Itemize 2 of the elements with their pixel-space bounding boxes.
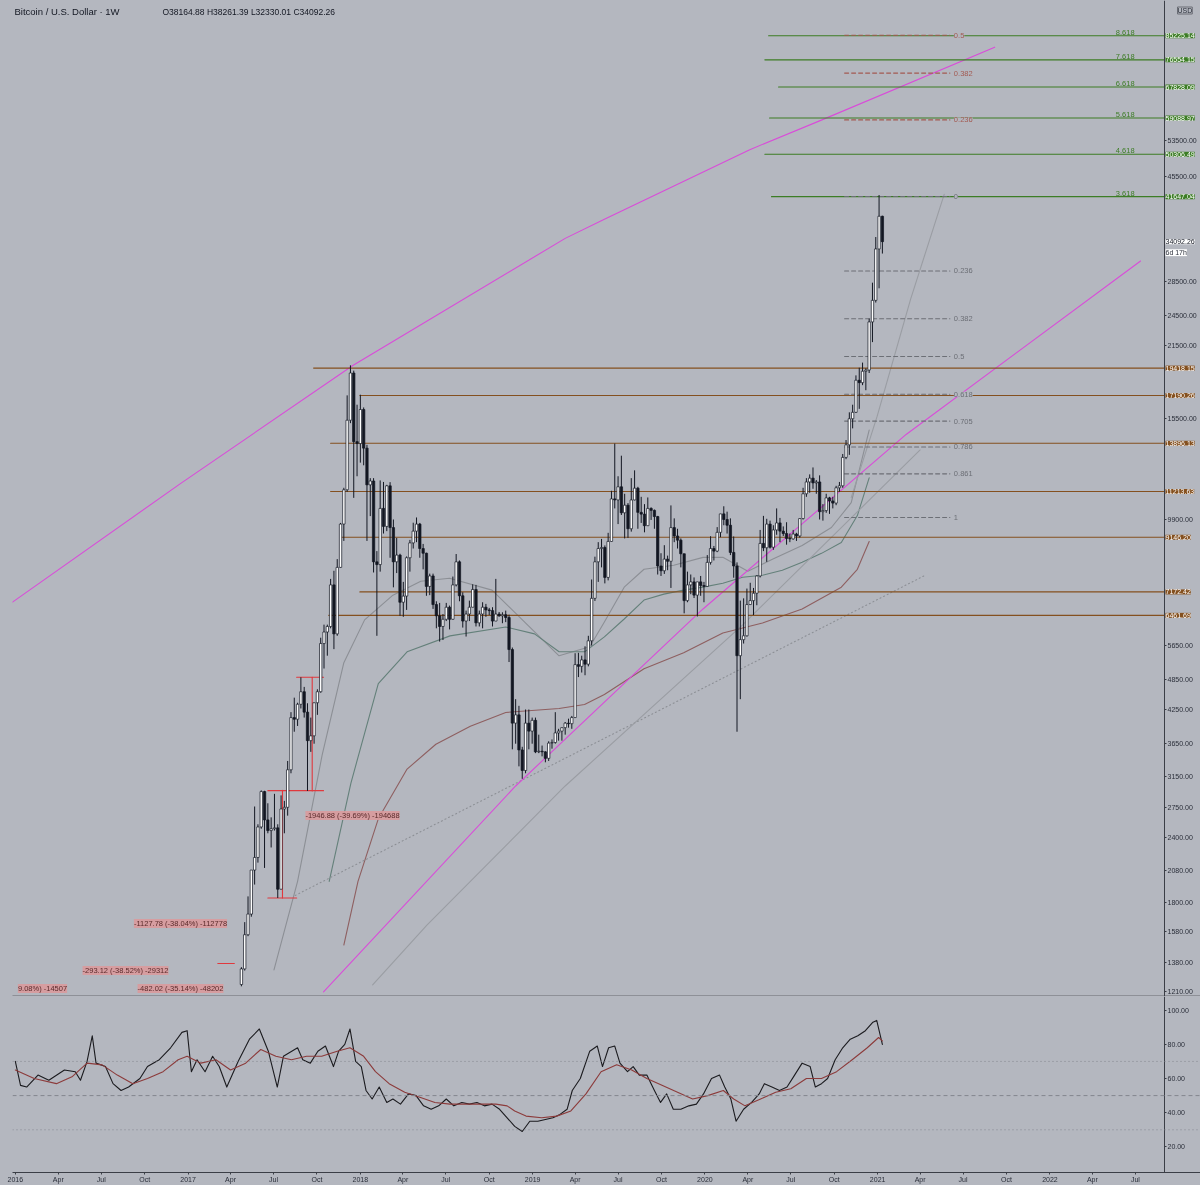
text: O38164.88 H38261.39 L32330.01 C34092.26 <box>162 6 336 17</box>
text: Bitcoin / U.S. Dollar · 1W <box>14 6 120 17</box>
